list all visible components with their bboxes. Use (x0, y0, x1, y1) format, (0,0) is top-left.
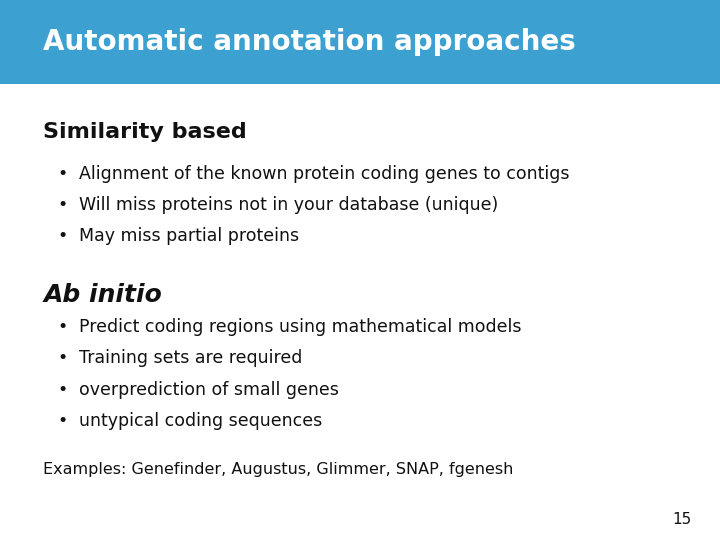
Text: •: • (58, 412, 68, 430)
Text: •: • (58, 349, 68, 367)
Text: Ab initio: Ab initio (43, 283, 162, 307)
Text: Examples: Genefinder, Augustus, Glimmer, SNAP, fgenesh: Examples: Genefinder, Augustus, Glimmer,… (43, 462, 513, 477)
FancyBboxPatch shape (0, 0, 720, 84)
Text: overprediction of small genes: overprediction of small genes (79, 381, 339, 399)
Text: untypical coding sequences: untypical coding sequences (79, 412, 323, 430)
Text: 15: 15 (672, 511, 691, 526)
Text: •: • (58, 318, 68, 336)
Text: •: • (58, 196, 68, 214)
Text: Similarity based: Similarity based (43, 122, 247, 141)
Text: Automatic annotation approaches: Automatic annotation approaches (43, 28, 576, 56)
Text: •: • (58, 381, 68, 399)
Text: Training sets are required: Training sets are required (79, 349, 302, 367)
Text: Predict coding regions using mathematical models: Predict coding regions using mathematica… (79, 318, 522, 336)
Text: •: • (58, 165, 68, 183)
Text: Alignment of the known protein coding genes to contigs: Alignment of the known protein coding ge… (79, 165, 570, 183)
Text: •: • (58, 227, 68, 245)
Text: Will miss proteins not in your database (unique): Will miss proteins not in your database … (79, 196, 498, 214)
Text: May miss partial proteins: May miss partial proteins (79, 227, 300, 245)
